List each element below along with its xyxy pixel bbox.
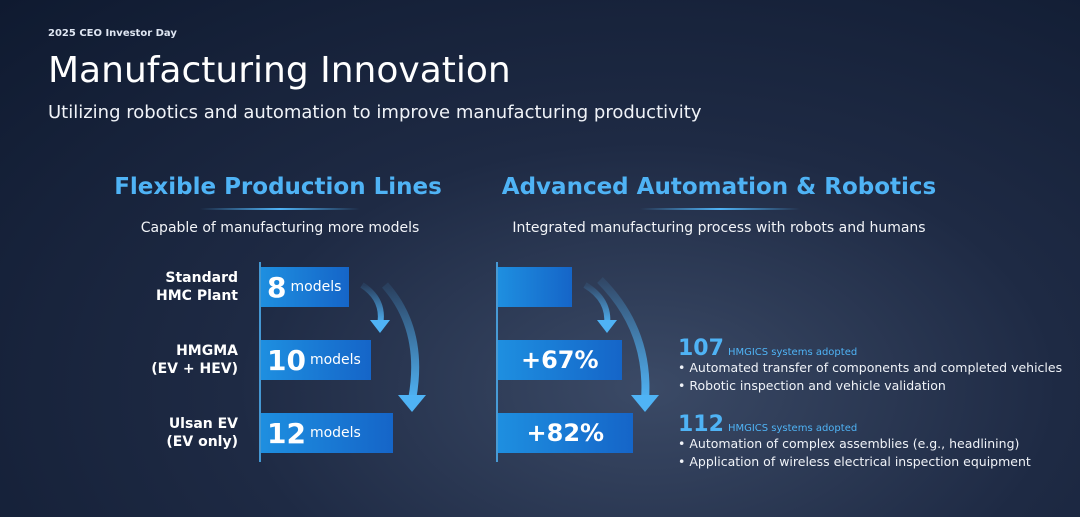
label-line: Standard <box>165 270 238 286</box>
bar <box>498 267 572 307</box>
label-line: (EV only) <box>166 434 238 450</box>
underline <box>200 208 360 210</box>
bullet-text: Robotic inspection and vehicle validatio… <box>689 378 946 393</box>
bullet-dot: • <box>678 360 690 375</box>
bar-value: 12 <box>267 416 306 450</box>
bar-value: 10 <box>267 343 306 377</box>
row-label: Ulsan EV (EV only) <box>166 415 238 451</box>
slide-subtitle: Utilizing robotics and automation to imp… <box>48 102 702 123</box>
bar-unit: models <box>309 425 361 441</box>
section-subtitle: Integrated manufacturing process with ro… <box>512 220 926 236</box>
bar: +82% <box>498 413 633 453</box>
baseline <box>259 262 261 462</box>
note-head: 112 HMGICS systems adopted <box>678 412 857 437</box>
row-label: Standard HMC Plant <box>156 269 238 305</box>
bar-value: +67% <box>521 346 599 374</box>
slide-title: Manufacturing Innovation <box>48 50 511 91</box>
label-line: Ulsan EV <box>168 416 238 432</box>
bullet: • Automated transfer of components and c… <box>678 360 1062 375</box>
bullet-text: Automated transfer of components and com… <box>689 360 1063 375</box>
note-head: 107 HMGICS systems adopted <box>678 336 857 361</box>
bar: +67% <box>498 340 622 380</box>
bullet-text: Automation of complex assemblies (e.g., … <box>689 436 1020 451</box>
section-title: Flexible Production Lines <box>114 174 442 200</box>
label-line: HMC Plant <box>156 288 238 304</box>
bar-value: 8 <box>267 270 287 304</box>
note-count: 107 <box>678 336 724 361</box>
label-line: HMGMA <box>176 343 238 359</box>
bullet-text: Application of wireless electrical inspe… <box>689 454 1031 469</box>
bar: 8 models <box>261 267 349 307</box>
section-title: Advanced Automation & Robotics <box>501 174 937 200</box>
baseline <box>496 262 498 462</box>
bar: 12 models <box>261 413 393 453</box>
note-caption: HMGICS systems adopted <box>727 347 858 358</box>
bullet-dot: • <box>678 436 690 451</box>
bar-value: +82% <box>526 419 605 447</box>
bar-unit: models <box>290 279 342 295</box>
bullet-dot: • <box>678 454 690 469</box>
bullet-dot: • <box>678 378 690 393</box>
bar-unit: models <box>309 352 361 368</box>
note-count: 112 <box>678 412 724 437</box>
bar: 10 models <box>261 340 371 380</box>
underline <box>640 208 800 210</box>
bullet: • Application of wireless electrical ins… <box>678 454 1031 469</box>
event-name: 2025 CEO Investor Day <box>48 28 177 39</box>
note-caption: HMGICS systems adopted <box>727 423 858 434</box>
bullet: • Robotic inspection and vehicle validat… <box>678 378 946 393</box>
row-label: HMGMA (EV + HEV) <box>151 342 238 378</box>
bullet: • Automation of complex assemblies (e.g.… <box>678 436 1019 451</box>
label-line: (EV + HEV) <box>151 361 238 377</box>
section-subtitle: Capable of manufacturing more models <box>140 220 420 236</box>
